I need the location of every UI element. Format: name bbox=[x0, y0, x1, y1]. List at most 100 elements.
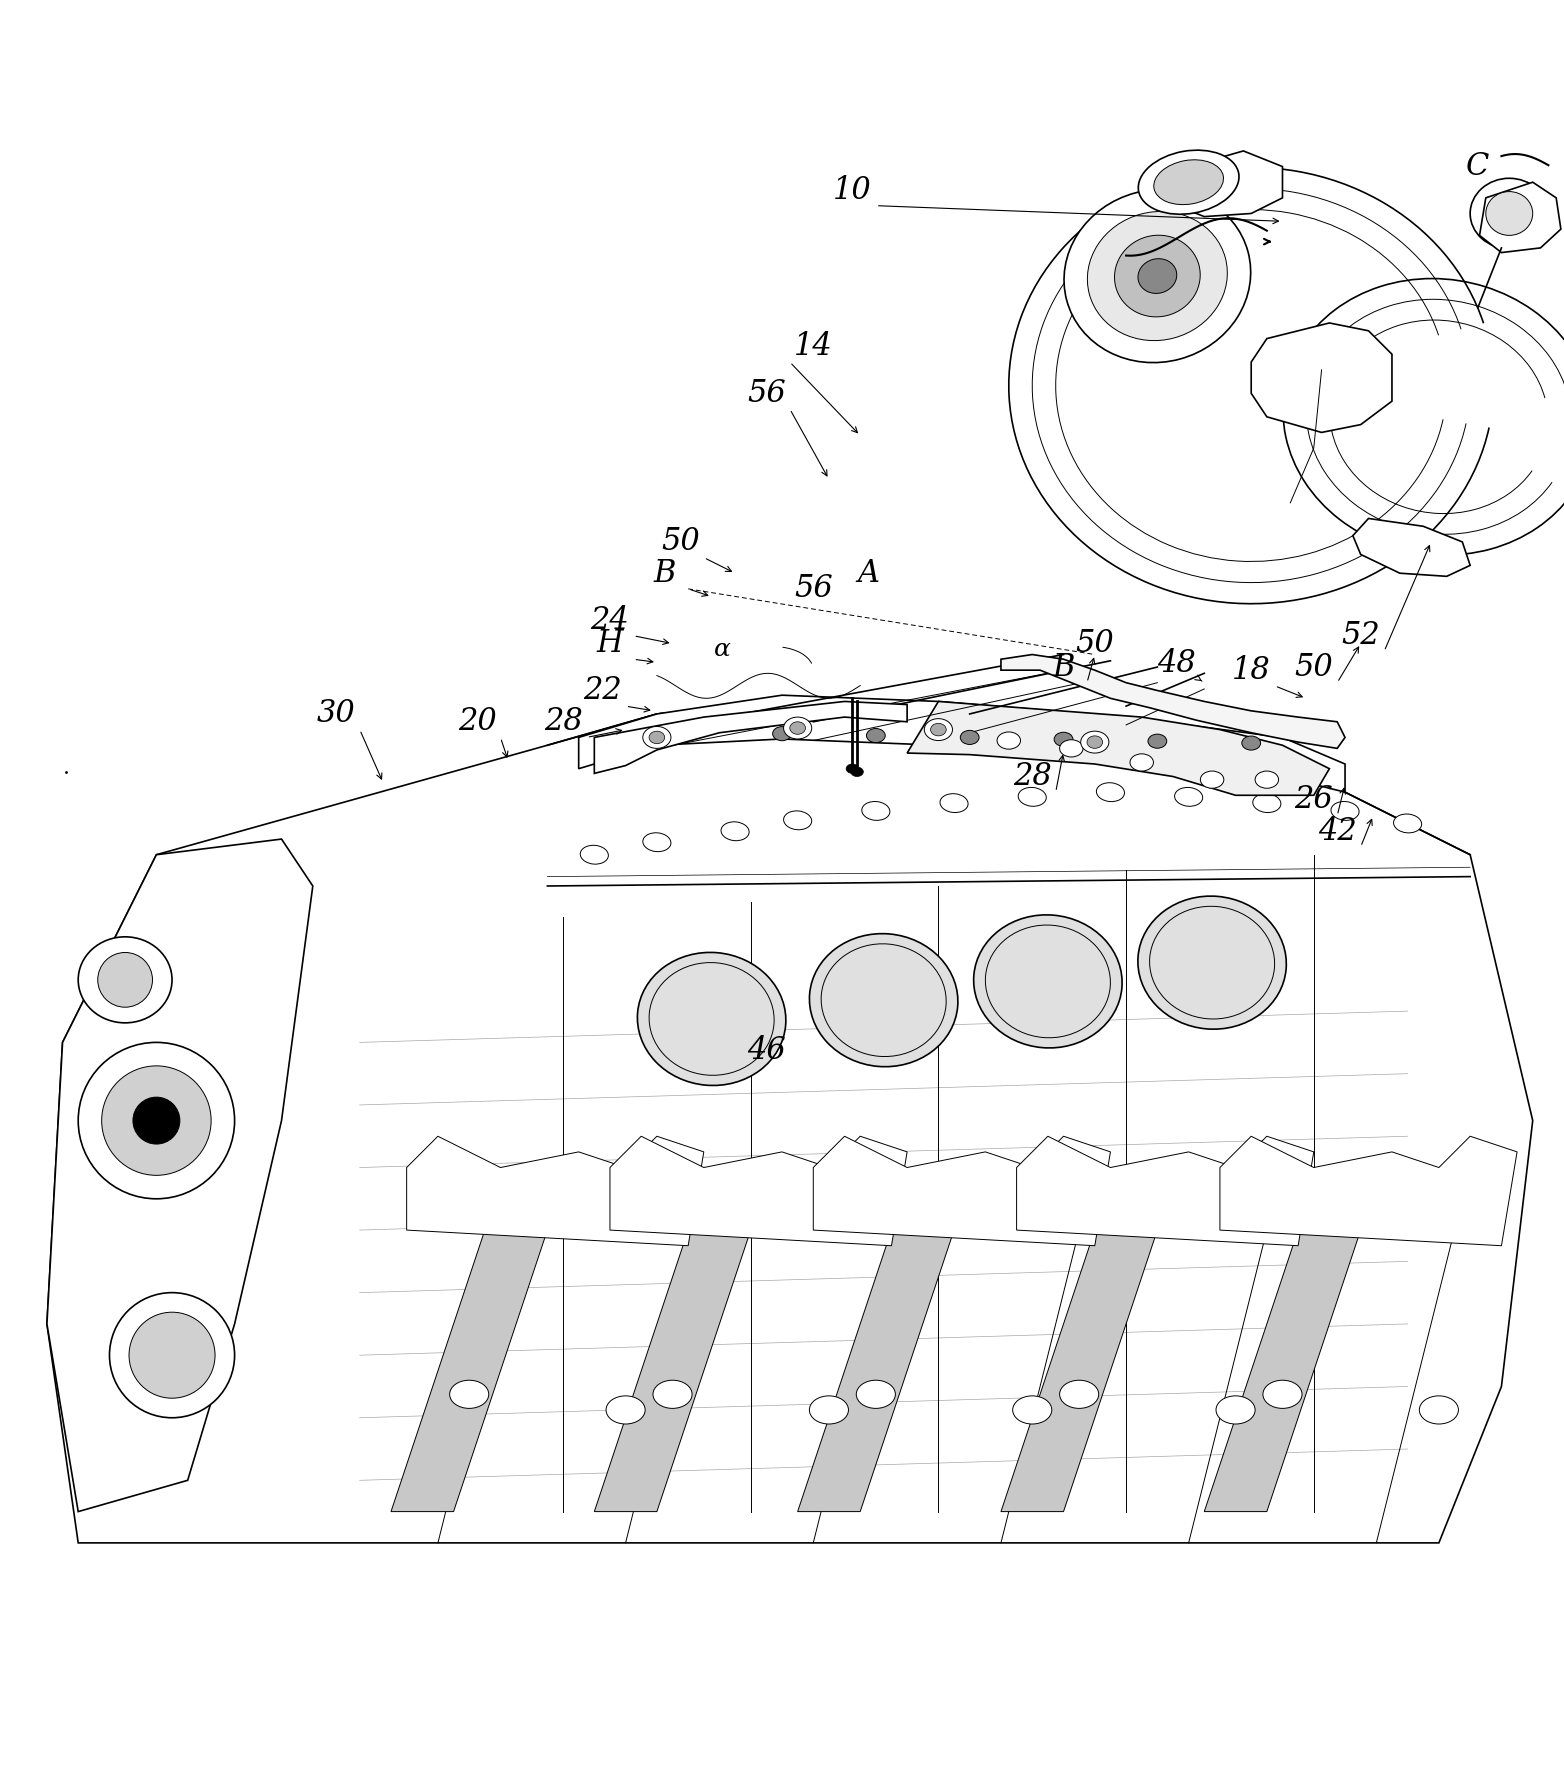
Ellipse shape bbox=[1081, 732, 1109, 753]
Ellipse shape bbox=[862, 801, 890, 820]
Ellipse shape bbox=[1154, 159, 1223, 204]
Ellipse shape bbox=[784, 718, 812, 739]
Ellipse shape bbox=[643, 727, 671, 748]
Polygon shape bbox=[407, 1136, 704, 1246]
Ellipse shape bbox=[998, 732, 1020, 750]
Ellipse shape bbox=[810, 934, 957, 1067]
Polygon shape bbox=[47, 698, 1533, 1543]
Ellipse shape bbox=[607, 1396, 644, 1425]
Polygon shape bbox=[594, 702, 907, 773]
Ellipse shape bbox=[1254, 771, 1279, 789]
Text: 50: 50 bbox=[662, 526, 699, 558]
Ellipse shape bbox=[1253, 794, 1281, 813]
Ellipse shape bbox=[1175, 787, 1203, 806]
Ellipse shape bbox=[109, 1292, 235, 1418]
Ellipse shape bbox=[450, 1380, 490, 1409]
Ellipse shape bbox=[866, 728, 885, 742]
Ellipse shape bbox=[1060, 739, 1082, 757]
Text: B: B bbox=[1053, 652, 1074, 682]
Ellipse shape bbox=[784, 812, 812, 829]
Ellipse shape bbox=[1331, 801, 1359, 820]
Ellipse shape bbox=[1148, 734, 1167, 748]
Ellipse shape bbox=[773, 727, 791, 741]
Polygon shape bbox=[1204, 1230, 1361, 1512]
Text: 52: 52 bbox=[1342, 620, 1379, 652]
Text: 14: 14 bbox=[795, 331, 832, 361]
Ellipse shape bbox=[1139, 259, 1176, 294]
Polygon shape bbox=[798, 1230, 954, 1512]
Ellipse shape bbox=[1115, 236, 1200, 317]
Ellipse shape bbox=[857, 1380, 895, 1409]
Text: 30: 30 bbox=[317, 698, 355, 730]
Polygon shape bbox=[47, 840, 313, 1512]
Ellipse shape bbox=[78, 937, 172, 1022]
Polygon shape bbox=[813, 1136, 1110, 1246]
Polygon shape bbox=[1001, 654, 1345, 748]
Ellipse shape bbox=[931, 723, 946, 735]
Polygon shape bbox=[610, 1136, 907, 1246]
Ellipse shape bbox=[652, 1380, 691, 1409]
Ellipse shape bbox=[580, 845, 608, 865]
Text: 50: 50 bbox=[1295, 652, 1333, 682]
Text: 24: 24 bbox=[591, 604, 629, 636]
Ellipse shape bbox=[1486, 191, 1533, 236]
Ellipse shape bbox=[102, 1067, 211, 1175]
Text: 46: 46 bbox=[748, 1035, 785, 1065]
Ellipse shape bbox=[1215, 1396, 1254, 1425]
Ellipse shape bbox=[638, 952, 785, 1086]
Text: 10: 10 bbox=[834, 174, 871, 206]
Polygon shape bbox=[1251, 323, 1392, 432]
Text: 42: 42 bbox=[1318, 815, 1356, 847]
Polygon shape bbox=[1157, 151, 1282, 216]
Ellipse shape bbox=[1059, 1380, 1098, 1409]
Text: 50: 50 bbox=[1076, 627, 1114, 659]
Text: A: A bbox=[857, 558, 879, 588]
Text: 56: 56 bbox=[748, 377, 785, 409]
Ellipse shape bbox=[851, 767, 863, 776]
Polygon shape bbox=[1353, 519, 1470, 576]
Polygon shape bbox=[1480, 183, 1561, 253]
Text: 18: 18 bbox=[1232, 654, 1270, 686]
Text: 22: 22 bbox=[583, 675, 621, 705]
Ellipse shape bbox=[1264, 1380, 1301, 1409]
Ellipse shape bbox=[1087, 735, 1103, 748]
Ellipse shape bbox=[1470, 179, 1548, 248]
Ellipse shape bbox=[1139, 151, 1239, 214]
Ellipse shape bbox=[1129, 753, 1153, 771]
Text: B: B bbox=[654, 558, 676, 588]
Polygon shape bbox=[391, 1230, 547, 1512]
Text: 48: 48 bbox=[1157, 649, 1195, 679]
Ellipse shape bbox=[1064, 190, 1251, 363]
Text: H: H bbox=[596, 627, 624, 659]
Text: 20: 20 bbox=[458, 707, 496, 737]
Ellipse shape bbox=[846, 764, 859, 773]
Ellipse shape bbox=[940, 794, 968, 813]
Text: 28: 28 bbox=[544, 707, 582, 737]
Ellipse shape bbox=[78, 1042, 235, 1200]
Text: α: α bbox=[715, 638, 730, 661]
Ellipse shape bbox=[960, 730, 979, 744]
Polygon shape bbox=[1220, 1136, 1517, 1246]
Ellipse shape bbox=[1013, 1396, 1051, 1425]
Ellipse shape bbox=[721, 822, 749, 840]
Text: 26: 26 bbox=[1295, 785, 1333, 815]
Ellipse shape bbox=[1201, 771, 1223, 789]
Polygon shape bbox=[907, 702, 1329, 796]
Polygon shape bbox=[1001, 1230, 1157, 1512]
Polygon shape bbox=[594, 1230, 751, 1512]
Ellipse shape bbox=[1394, 813, 1422, 833]
Ellipse shape bbox=[1096, 783, 1125, 801]
Text: C: C bbox=[1467, 151, 1489, 183]
Ellipse shape bbox=[1087, 211, 1228, 340]
Ellipse shape bbox=[924, 719, 952, 741]
Polygon shape bbox=[579, 695, 1345, 792]
Ellipse shape bbox=[1242, 735, 1261, 750]
Ellipse shape bbox=[679, 725, 698, 739]
Ellipse shape bbox=[1054, 732, 1073, 746]
Text: 28: 28 bbox=[1013, 760, 1051, 792]
Ellipse shape bbox=[128, 1313, 214, 1398]
Ellipse shape bbox=[1139, 897, 1286, 1030]
Ellipse shape bbox=[133, 1097, 180, 1145]
Ellipse shape bbox=[974, 914, 1121, 1047]
Ellipse shape bbox=[790, 721, 805, 734]
